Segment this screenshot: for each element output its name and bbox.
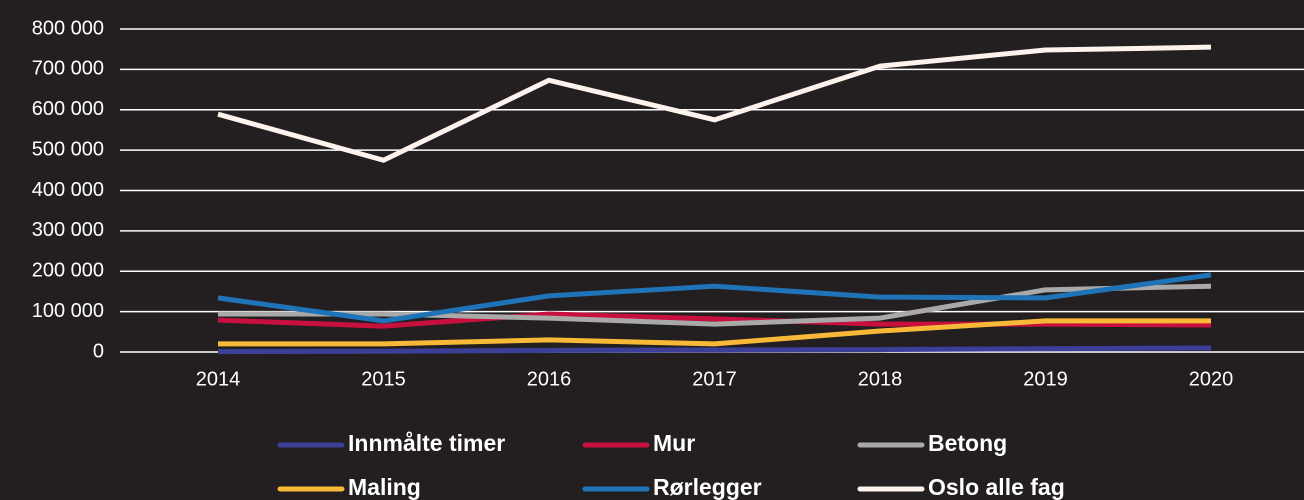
x-tick-label: 2020	[1189, 368, 1234, 390]
y-tick-label: 700 000	[32, 58, 104, 80]
x-tick-label: 2019	[1023, 368, 1068, 390]
legend-label: Rørlegger	[653, 474, 762, 500]
x-tick-label: 2015	[361, 368, 406, 390]
legend-label: Maling	[348, 474, 421, 500]
y-tick-label: 100 000	[32, 300, 104, 322]
legend-label: Oslo alle fag	[928, 474, 1065, 500]
y-tick-label: 400 000	[32, 179, 104, 201]
y-tick-label: 500 000	[32, 138, 104, 160]
series-line	[217, 44, 1212, 163]
y-tick-label: 300 000	[32, 219, 104, 241]
x-tick-label: 2016	[527, 368, 572, 390]
series-line	[218, 283, 1212, 327]
legend-label: Mur	[653, 430, 695, 456]
series-line	[217, 311, 1212, 329]
y-tick-label: 800 000	[32, 17, 104, 39]
series-line	[217, 272, 1212, 324]
y-tick-label: 600 000	[32, 98, 104, 120]
series-line	[218, 318, 1211, 347]
x-tick-label: 2018	[858, 368, 903, 390]
legend-label: Betong	[928, 430, 1007, 456]
x-tick-label: 2014	[196, 368, 241, 390]
y-tick-label: 200 000	[32, 260, 104, 282]
legend-label: Innmålte timer	[348, 430, 505, 456]
y-tick-label: 0	[93, 340, 104, 362]
series-line	[217, 345, 1212, 355]
x-tick-label: 2017	[692, 368, 737, 390]
